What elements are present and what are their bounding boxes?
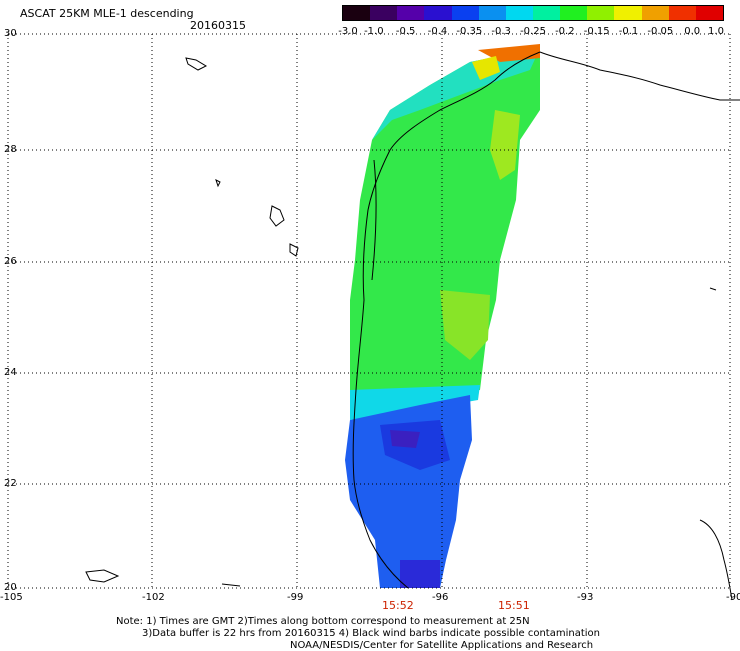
- note-line-3: NOAA/NESDIS/Center for Satellite Applica…: [290, 640, 594, 651]
- lon-label: -93: [577, 592, 594, 603]
- islands: [85, 57, 717, 587]
- colorbar: [342, 5, 724, 21]
- colorbar-label: -1.0: [364, 26, 384, 37]
- colorbar-label: -0.4: [427, 26, 448, 37]
- colorbar-label: -0.05: [647, 26, 674, 37]
- lat-lon-grid: [7, 33, 731, 589]
- colorbar-label: 0.0: [684, 26, 701, 37]
- time-label-left: 15:52: [382, 599, 414, 612]
- colorbar-swatch: [424, 6, 452, 20]
- colorbar-swatch: [641, 6, 669, 20]
- colorbar-label: 1.0: [708, 26, 724, 37]
- colorbar-label: -0.2: [555, 26, 575, 37]
- colorbar-swatch: [614, 6, 642, 20]
- colorbar-label: -3.0: [338, 26, 358, 37]
- coastline: [352, 51, 740, 601]
- colorbar-label: -0.15: [583, 26, 610, 37]
- note-line-2: 3)Data buffer is 22 hrs from 20160315 4)…: [142, 628, 600, 639]
- colorbar-swatch: [505, 6, 533, 20]
- colorbar-swatch: [478, 6, 506, 20]
- lat-label: 24: [4, 367, 17, 378]
- colorbar-label: -0.25: [520, 26, 546, 37]
- colorbar-swatch: [532, 6, 561, 20]
- lat-label: 20: [4, 582, 17, 593]
- lon-label: -105: [0, 592, 23, 603]
- colorbar-swatch: [370, 6, 398, 20]
- lat-label: 28: [4, 144, 17, 155]
- colorbar-label: -0.35: [456, 26, 483, 37]
- lon-label: -96: [432, 592, 449, 603]
- colorbar-swatch: [451, 6, 479, 20]
- colorbar-swatch: [343, 6, 371, 20]
- colorbar-label: -0.3: [491, 26, 511, 37]
- colorbar-swatch: [587, 6, 615, 20]
- time-label-right: 15:51: [498, 599, 530, 612]
- lon-label: -102: [142, 592, 165, 603]
- colorbar-label: -0.1: [618, 26, 639, 37]
- colorbar-swatch: [695, 6, 723, 20]
- lon-label: -90: [726, 592, 740, 603]
- colorbar-label: -0.5: [395, 26, 416, 37]
- lat-label: 26: [4, 256, 17, 267]
- colorbar-swatch: [397, 6, 425, 20]
- lon-label: -99: [287, 592, 304, 603]
- swath-data: [345, 44, 540, 588]
- map-title: ASCAT 25KM MLE-1 descending: [20, 7, 194, 20]
- note-line-1: Note: 1) Times are GMT 2)Times along bot…: [116, 616, 530, 627]
- lat-label: 22: [4, 478, 17, 489]
- lat-label: 30: [4, 28, 17, 39]
- colorbar-swatch: [560, 6, 588, 20]
- colorbar-swatch: [668, 6, 696, 20]
- map-date: 20160315: [190, 19, 246, 32]
